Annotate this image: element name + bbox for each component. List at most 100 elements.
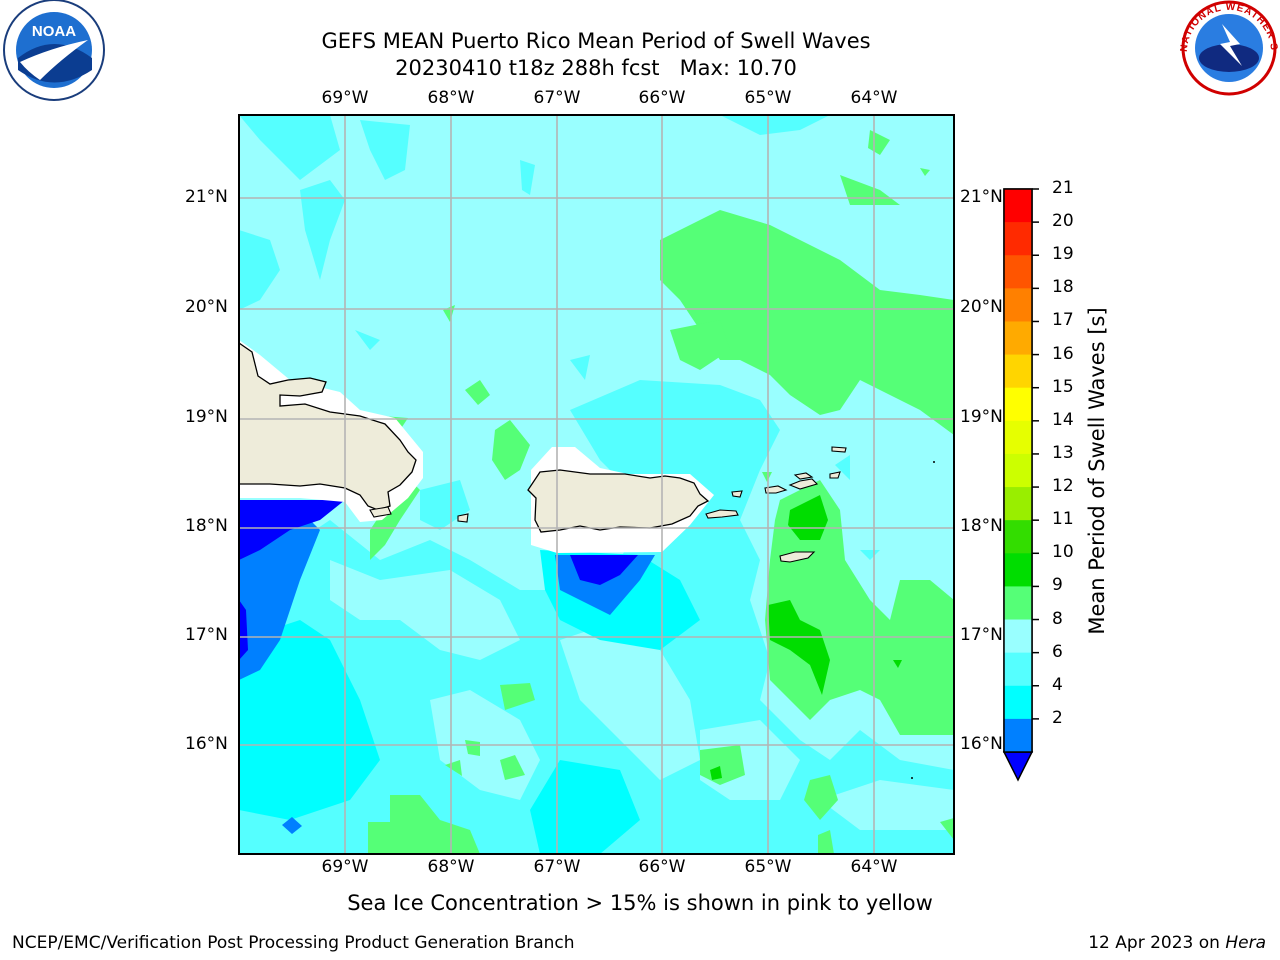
colorbar-title: Mean Period of Swell Waves [s] [1085, 307, 1109, 635]
islet [911, 777, 913, 779]
virgin-islands [793, 472, 814, 480]
swell-field-9-10 [445, 760, 462, 776]
lat-label-right: 21°N [960, 187, 1003, 207]
sea-ice-note: Sea Ice Concentration > 15% is shown in … [347, 891, 933, 915]
lon-label-top: 64°W [850, 88, 898, 108]
swell-field-9-10 [465, 740, 480, 756]
colorbar-segment [1004, 387, 1032, 422]
map-frame [238, 114, 955, 855]
lat-label-left: 16°N [185, 734, 228, 754]
mona-island [457, 513, 469, 523]
swell-field-9-10 [920, 168, 930, 176]
swell-field-10-11 [893, 660, 902, 668]
title-line-2: 20230410 t18z 288h fcst Max: 10.70 [395, 56, 797, 80]
colorbar-tick-label: 19 [1052, 244, 1074, 265]
virgin-islands [764, 485, 788, 494]
swell-field-10-11 [768, 600, 830, 695]
colorbar-tick-label: 20 [1052, 211, 1074, 232]
nws-logo-text: NATIONAL WEATHER SERVICE [0, 0, 1278, 52]
colorbar-segment [1004, 487, 1032, 521]
swell-field-4-6 [282, 817, 302, 834]
swell-field-2-4 [570, 555, 638, 585]
colorbar-segment [1004, 553, 1032, 587]
vieques-island [705, 509, 739, 519]
swell-field-8-10 [520, 160, 535, 195]
lon-label-bottom: 65°W [744, 857, 792, 877]
colorbar-tick-label: 16 [1052, 343, 1074, 364]
footer-date: 12 Apr 2023 on Hera [1088, 933, 1266, 953]
swell-field-8-10 [360, 120, 410, 180]
colorbar-tick-label: 11 [1052, 509, 1074, 530]
swell-field-9-10 [660, 210, 954, 435]
colorbar-tick-label: 6 [1052, 641, 1063, 662]
colorbar-segment [1004, 718, 1032, 753]
swell-field-9 [820, 780, 954, 830]
colorbar-segment [1004, 652, 1032, 687]
footer-branch: NCEP/EMC/Verification Post Processing Pr… [12, 933, 575, 953]
nws-logo: NATIONAL WEATHER SERVICE [0, 0, 1278, 96]
lon-label-bottom: 68°W [427, 857, 475, 877]
colorbar-segment [1004, 586, 1032, 621]
swell-field-8-10 [300, 180, 345, 280]
footer-machine: Hera [1225, 933, 1266, 953]
colorbar-tick-label: 10 [1052, 542, 1074, 563]
swell-field-8-10 [239, 115, 340, 180]
colorbar-segment [1004, 321, 1032, 356]
graticule [239, 115, 954, 854]
colorbar-segment [1004, 222, 1032, 256]
swell-field-9-10 [370, 480, 420, 560]
swell-field-8-10 [860, 550, 880, 560]
colorbar-segment [1004, 189, 1032, 223]
map-area [239, 115, 954, 854]
colorbar [1002, 188, 1039, 782]
colorbar-tick-label: 4 [1052, 674, 1063, 695]
lon-label-top: 65°W [744, 88, 792, 108]
islet [933, 461, 935, 463]
lat-label-left: 17°N [185, 625, 228, 645]
colorbar-segment [1004, 354, 1032, 389]
colorbar-tick-label: 15 [1052, 376, 1074, 397]
colorbar-tick-label: 18 [1052, 277, 1074, 298]
lon-label-bottom: 64°W [850, 857, 898, 877]
noaa-logo-text: NOAA [32, 23, 76, 40]
colorbar-segment [1004, 685, 1032, 720]
colorbar-tick-label: 2 [1052, 707, 1063, 728]
swell-field-9-10 [765, 480, 954, 735]
swell-field-9-10 [804, 775, 838, 820]
swell-field-9-10 [818, 830, 834, 854]
lat-label-right: 17°N [960, 625, 1003, 645]
colorbar-segment [1004, 420, 1032, 455]
swell-field-8-10 [720, 115, 830, 135]
colorbar-tick-label: 8 [1052, 608, 1063, 629]
swell-field-8-10 [570, 355, 590, 380]
lon-label-top: 68°W [427, 88, 475, 108]
colorbar-tick-label: 13 [1052, 442, 1074, 463]
colorbar-segment [1004, 255, 1032, 289]
colorbar-segment [1004, 288, 1032, 322]
lon-label-top: 69°W [321, 88, 369, 108]
swell-field-8-10 [355, 330, 380, 350]
swell-field-9-10 [500, 755, 525, 780]
swell-field-2-4 [239, 600, 248, 660]
st-croix-island [779, 551, 816, 563]
culebra-island [731, 490, 743, 498]
swell-field-9-10 [465, 380, 490, 405]
swell-field-9 [560, 620, 700, 780]
lat-label-right: 16°N [960, 734, 1003, 754]
colorbar-segment [1004, 453, 1032, 488]
swell-field-9-10 [390, 795, 480, 854]
lon-label-top: 67°W [533, 88, 581, 108]
colorbar-segment [1004, 520, 1032, 554]
title-line-1: GEFS MEAN Puerto Rico Mean Period of Swe… [321, 29, 871, 53]
swell-field-9-10 [500, 683, 535, 710]
virgin-islands [788, 478, 819, 490]
swell-field-9 [330, 560, 520, 660]
anegada-island [831, 446, 847, 453]
swell-field-8-10 [835, 455, 850, 480]
noaa-logo: NOAA [3, 0, 105, 101]
swell-field-8-10 [239, 230, 280, 310]
lat-label-left: 21°N [185, 187, 228, 207]
swell-field-9-10 [940, 818, 954, 840]
colorbar-segment [1004, 619, 1032, 654]
lat-label-right: 20°N [960, 297, 1003, 317]
